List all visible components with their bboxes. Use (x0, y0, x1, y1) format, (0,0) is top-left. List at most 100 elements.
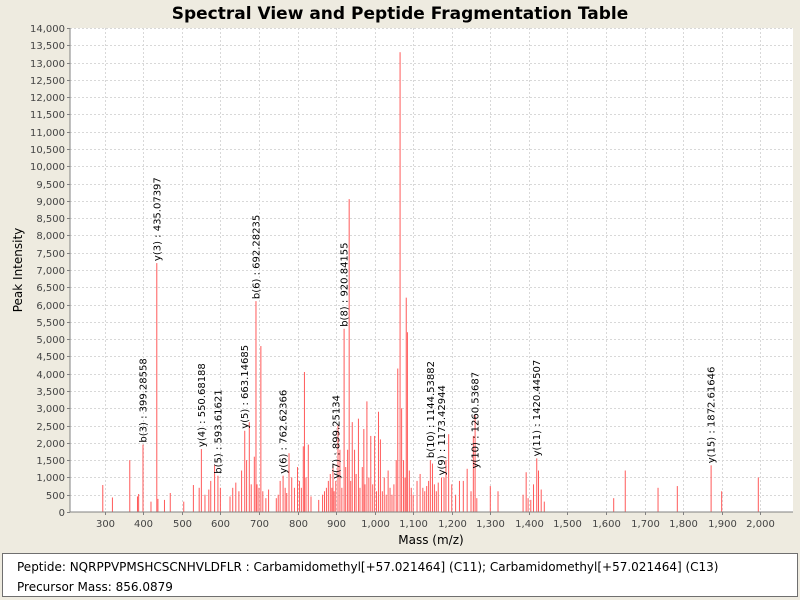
peak-bar (303, 371, 305, 512)
peak-bar (451, 484, 453, 512)
x-tick-label: 1,700 (631, 519, 660, 530)
peak-bar (525, 472, 527, 512)
peak-bar (474, 415, 476, 512)
peptide-info-panel: Peptide: NQRPPVPMSHCSCNHVLDFLR : Carbami… (2, 553, 798, 597)
peak-bar (657, 487, 659, 512)
y-tick-label: 2,500 (36, 422, 65, 433)
peak-bar (406, 332, 408, 512)
peak-bar (300, 487, 302, 512)
peak-bar (341, 487, 343, 512)
peak-bar (169, 492, 171, 512)
peak-bar (455, 494, 457, 512)
peak-bar (302, 446, 304, 512)
peak-annotation-label: y(3) : 435.07397 (152, 177, 163, 261)
peak-bar (368, 477, 370, 512)
peak-bar (192, 485, 194, 512)
peak-annotation-label: y(9) : 1173.42944 (437, 385, 448, 475)
peak-bar (443, 477, 445, 512)
peak-bar (157, 498, 159, 512)
peak-annotation-label: y(15) : 1872.61646 (707, 367, 718, 464)
peak-bar (363, 429, 365, 512)
peak-bar (355, 473, 357, 512)
peak-bar (383, 477, 385, 512)
peak-bar (405, 297, 407, 512)
peak-bar (428, 480, 430, 512)
y-tick-label: 11,000 (30, 128, 65, 139)
y-tick-label: 9,000 (36, 197, 65, 208)
peak-bar (350, 480, 352, 512)
y-tick-label: 14,000 (30, 24, 65, 35)
peak-bar (335, 480, 337, 512)
peak-bar (376, 491, 378, 512)
peak-bar (214, 465, 216, 512)
peak-bar (293, 487, 295, 512)
peak-bar (757, 477, 759, 512)
peak-annotation-label: y(7) : 899.25134 (331, 395, 342, 479)
y-tick-label: 13,000 (30, 59, 65, 70)
y-tick-label: 12,500 (30, 76, 65, 87)
peak-bar (372, 484, 374, 512)
x-tick-label: 300 (96, 519, 115, 530)
y-tick-label: 8,500 (36, 214, 65, 225)
y-tick-label: 9,500 (36, 180, 65, 191)
peak-bar (472, 435, 474, 512)
y-tick-label: 500 (46, 491, 65, 502)
peak-bar (710, 465, 712, 512)
peak-bar (543, 501, 545, 512)
y-tick-label: 4,500 (36, 352, 65, 363)
peak-bar (163, 499, 165, 512)
peak-bar (445, 460, 447, 512)
peak-bar (359, 487, 361, 512)
y-tick-label: 1,000 (36, 473, 65, 484)
x-tick-label: 1,900 (708, 519, 737, 530)
grid-lines (70, 28, 793, 512)
peak-bar (416, 480, 418, 512)
y-tick-label: 6,000 (36, 301, 65, 312)
peak-bar (235, 482, 237, 512)
peak-bar (422, 487, 424, 512)
peak-bar (522, 494, 524, 512)
x-tick-label: 600 (211, 519, 230, 530)
peak-bar (288, 453, 290, 512)
peak-bar (393, 484, 395, 512)
peak-bar (246, 460, 248, 512)
peak-bar (329, 473, 331, 512)
peak-annotations: b(3) : 399.28558 y(3) : 435.07397 y(4) : 5… (139, 177, 718, 479)
peak-bar (256, 484, 258, 512)
peak-bar (331, 487, 333, 512)
peak-bar (351, 422, 353, 512)
peak-bar (345, 467, 347, 512)
peak-bar (354, 449, 356, 512)
peak-bar (332, 463, 334, 512)
peak-bar (284, 487, 286, 512)
peak-bar (333, 491, 335, 512)
peak-bar (538, 470, 539, 512)
y-tick-label: 3,500 (36, 387, 65, 398)
peak-bar (111, 497, 113, 512)
peak-bar (318, 499, 320, 512)
peak-bar (385, 494, 387, 512)
x-tick-label: 1,500 (553, 519, 582, 530)
peak-annotation-label: b(5) : 593.61621 (213, 389, 224, 473)
peak-bar (339, 449, 341, 512)
peak-bar (437, 482, 439, 512)
peptide-sequence: Peptide: NQRPPVPMSHCSCNHVLDFLR : Carbami… (17, 560, 719, 574)
peak-bar (279, 480, 281, 512)
peak-bar (540, 489, 542, 512)
y-tick-label: 4,000 (36, 370, 65, 381)
x-tick-label: 1,200 (438, 519, 467, 530)
peak-bar (156, 263, 158, 512)
y-tick-label: 5,000 (36, 335, 65, 346)
peak-bar (530, 499, 532, 512)
peak-bar (429, 460, 431, 512)
peak-bar (286, 492, 288, 512)
peak-bar (401, 408, 403, 512)
peak-bar (348, 199, 350, 512)
peak-bar (310, 496, 312, 512)
peak-bar (470, 491, 472, 512)
peak-bar (129, 460, 131, 512)
y-tick-label: 11,500 (30, 110, 65, 121)
peak-bar (497, 491, 499, 512)
peak-bar (200, 449, 202, 512)
peak-bar (150, 501, 152, 512)
